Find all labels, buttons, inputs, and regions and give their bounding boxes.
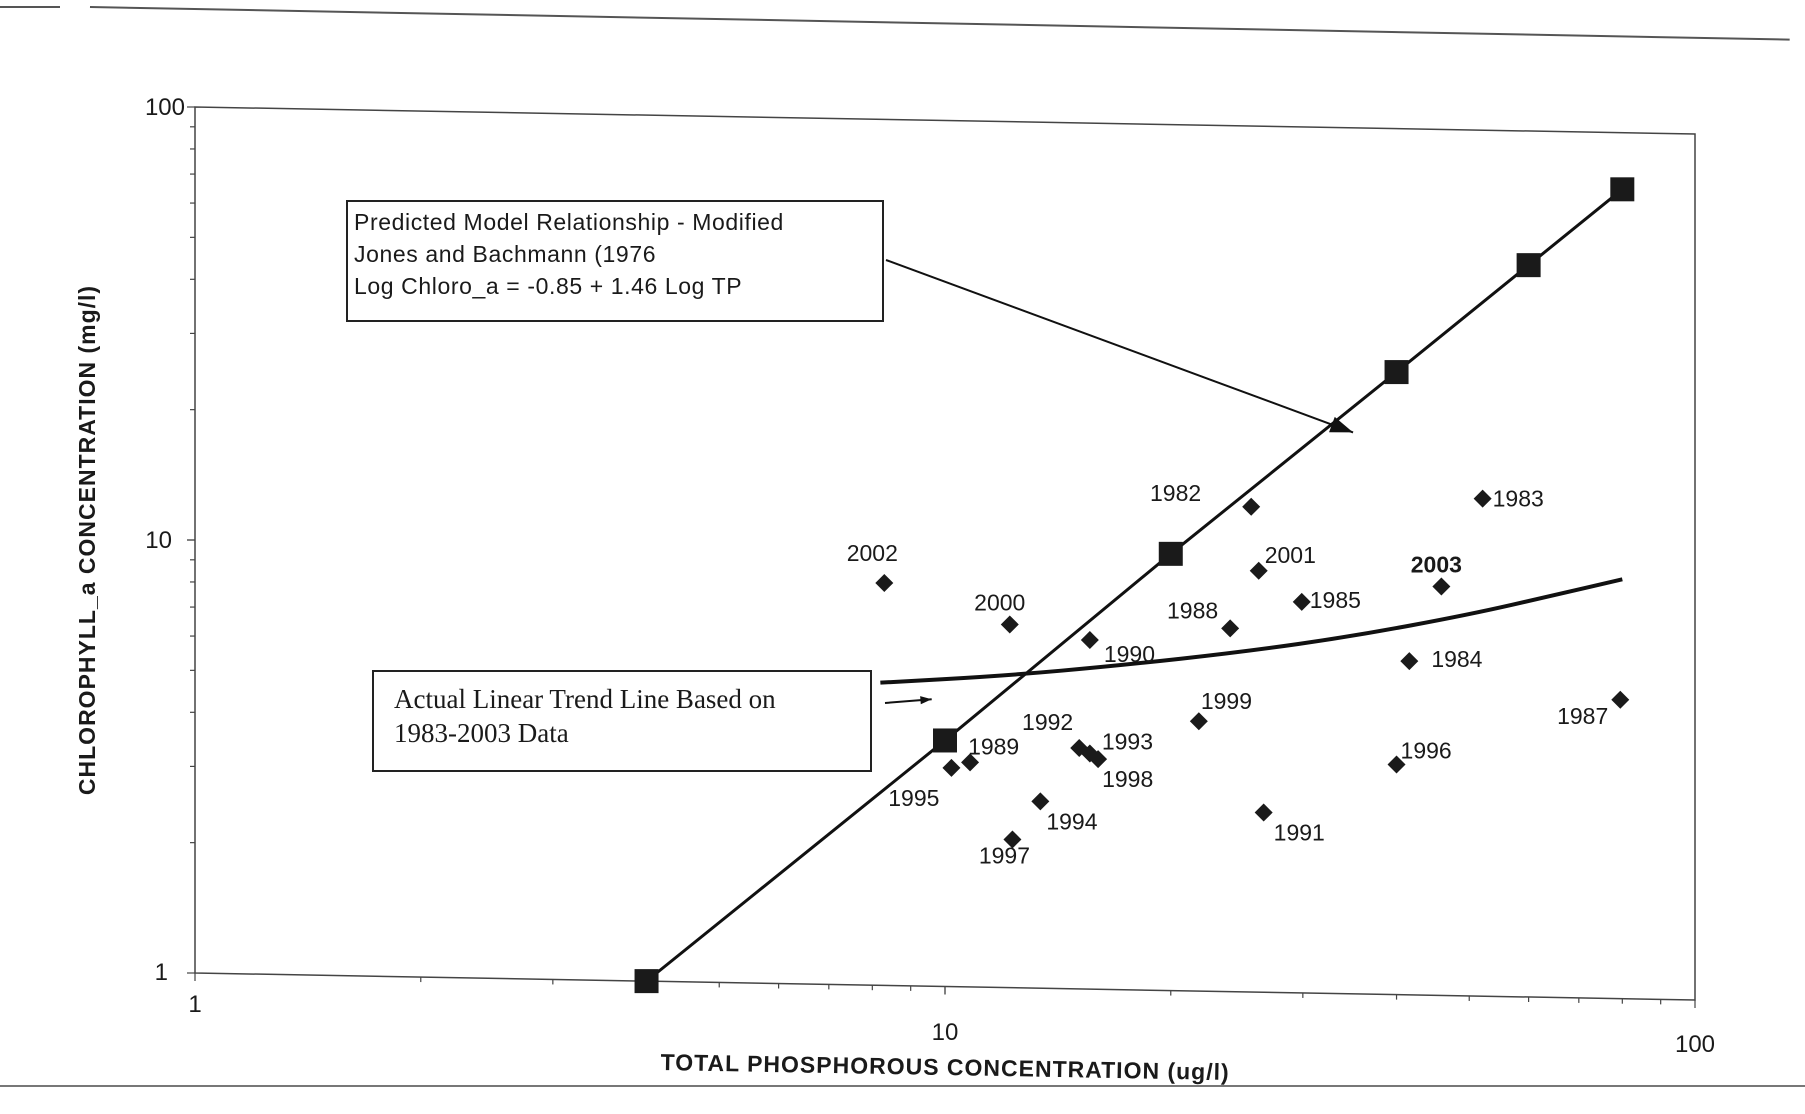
- data-label-1999: 1999: [1201, 688, 1252, 714]
- y-tick-label: 100: [145, 94, 185, 121]
- data-label-2003: 2003: [1411, 551, 1462, 577]
- model-annotation-line-2: Jones and Bachmann (1976: [354, 241, 657, 267]
- data-point-1998: [1089, 750, 1108, 769]
- model-point: [1516, 253, 1541, 278]
- data-label-1982: 1982: [1150, 480, 1201, 506]
- data-point-2002: [875, 573, 894, 592]
- point-labels: 1982 1983 1984 1985 1987 1988 1989 1990 1991 1992…: [847, 480, 1609, 869]
- data-point-1995: [942, 758, 961, 777]
- x-tick-label: 1: [188, 991, 201, 1018]
- data-point-1988: [1221, 619, 1240, 638]
- data-point-1989: [961, 753, 980, 772]
- model-point: [933, 728, 957, 753]
- model-point: [1158, 541, 1183, 566]
- data-label-1991: 1991: [1274, 820, 1325, 846]
- model-line: [645, 188, 1624, 983]
- data-point-2001: [1249, 561, 1268, 580]
- model-annotation-box: Predicted Model Relationship - Modified …: [346, 200, 884, 322]
- data-label-1995: 1995: [888, 785, 939, 811]
- data-point-1984: [1400, 652, 1419, 671]
- data-label-2000: 2000: [974, 589, 1025, 615]
- data-label-2001: 2001: [1265, 542, 1316, 568]
- data-point-1991: [1254, 803, 1273, 822]
- data-point-1994: [1031, 792, 1050, 811]
- data-label-1997: 1997: [979, 842, 1030, 868]
- data-label-1983: 1983: [1493, 486, 1544, 512]
- data-point-1982: [1242, 497, 1261, 516]
- data-point-2003: [1432, 577, 1451, 596]
- series-lines: [645, 188, 1624, 983]
- page-bottom-line: [0, 1085, 1805, 1087]
- data-label-2002: 2002: [847, 540, 898, 566]
- data-label-1992: 1992: [1022, 709, 1073, 735]
- data-label-1987: 1987: [1557, 703, 1608, 729]
- model-annotation-line-1: Predicted Model Relationship - Modified: [354, 209, 784, 235]
- plot-area-border: [194, 106, 1696, 1001]
- x-tick-label: 100: [1675, 1031, 1715, 1058]
- data-point-1987: [1611, 690, 1630, 709]
- data-label-1985: 1985: [1310, 587, 1361, 613]
- data-point-1985: [1292, 592, 1311, 611]
- model-annotation-arrow-head: [1329, 416, 1354, 433]
- data-label-1994: 1994: [1046, 808, 1097, 834]
- model-annotation-line-3: Log Chloro_a = -0.85 + 1.46 Log TP: [354, 273, 743, 299]
- data-label-1990: 1990: [1104, 641, 1155, 667]
- trend-annotation-arrow-head: [920, 696, 932, 705]
- data-point-1990: [1080, 631, 1099, 650]
- trend-annotation-line-1: Actual Linear Trend Line Based on: [394, 684, 776, 714]
- trend-annotation-box: Actual Linear Trend Line Based on 1983-2…: [372, 670, 872, 772]
- scan-edge-line-left: [0, 6, 60, 8]
- model-annotation-arrow: [885, 259, 1354, 434]
- data-point-1983: [1473, 489, 1492, 508]
- data-label-1993: 1993: [1102, 729, 1153, 755]
- data-label-1988: 1988: [1167, 597, 1218, 623]
- y-tick-label: 10: [145, 527, 172, 554]
- plot-frame: [187, 106, 1696, 1008]
- data-marks: [634, 177, 1635, 994]
- data-label-1984: 1984: [1431, 646, 1482, 672]
- y-axis-label: CHLOROPHYLL_a CONCENTRATION (mg/l): [74, 285, 100, 795]
- model-point: [1384, 360, 1409, 385]
- trend-annotation-line-2: 1983-2003 Data: [394, 718, 569, 748]
- data-label-1998: 1998: [1102, 766, 1153, 792]
- data-label-1996: 1996: [1401, 737, 1452, 763]
- x-axis-label: TOTAL PHOSPHOROUS CONCENTRATION (ug/l): [660, 1049, 1229, 1085]
- data-point-2000: [1000, 615, 1019, 634]
- data-point-1996: [1387, 755, 1406, 774]
- tick-labels: 1 10 100 1 10 100: [145, 94, 1715, 1058]
- y-tick-label: 1: [155, 959, 168, 986]
- data-point-1997: [1003, 830, 1022, 849]
- data-label-1989: 1989: [968, 733, 1019, 759]
- trend-line: [880, 577, 1623, 685]
- annotation-arrows: [884, 259, 1354, 705]
- model-point: [1610, 177, 1635, 202]
- model-point: [634, 969, 659, 994]
- data-point-1999: [1189, 712, 1208, 731]
- x-tick-label: 10: [932, 1019, 959, 1046]
